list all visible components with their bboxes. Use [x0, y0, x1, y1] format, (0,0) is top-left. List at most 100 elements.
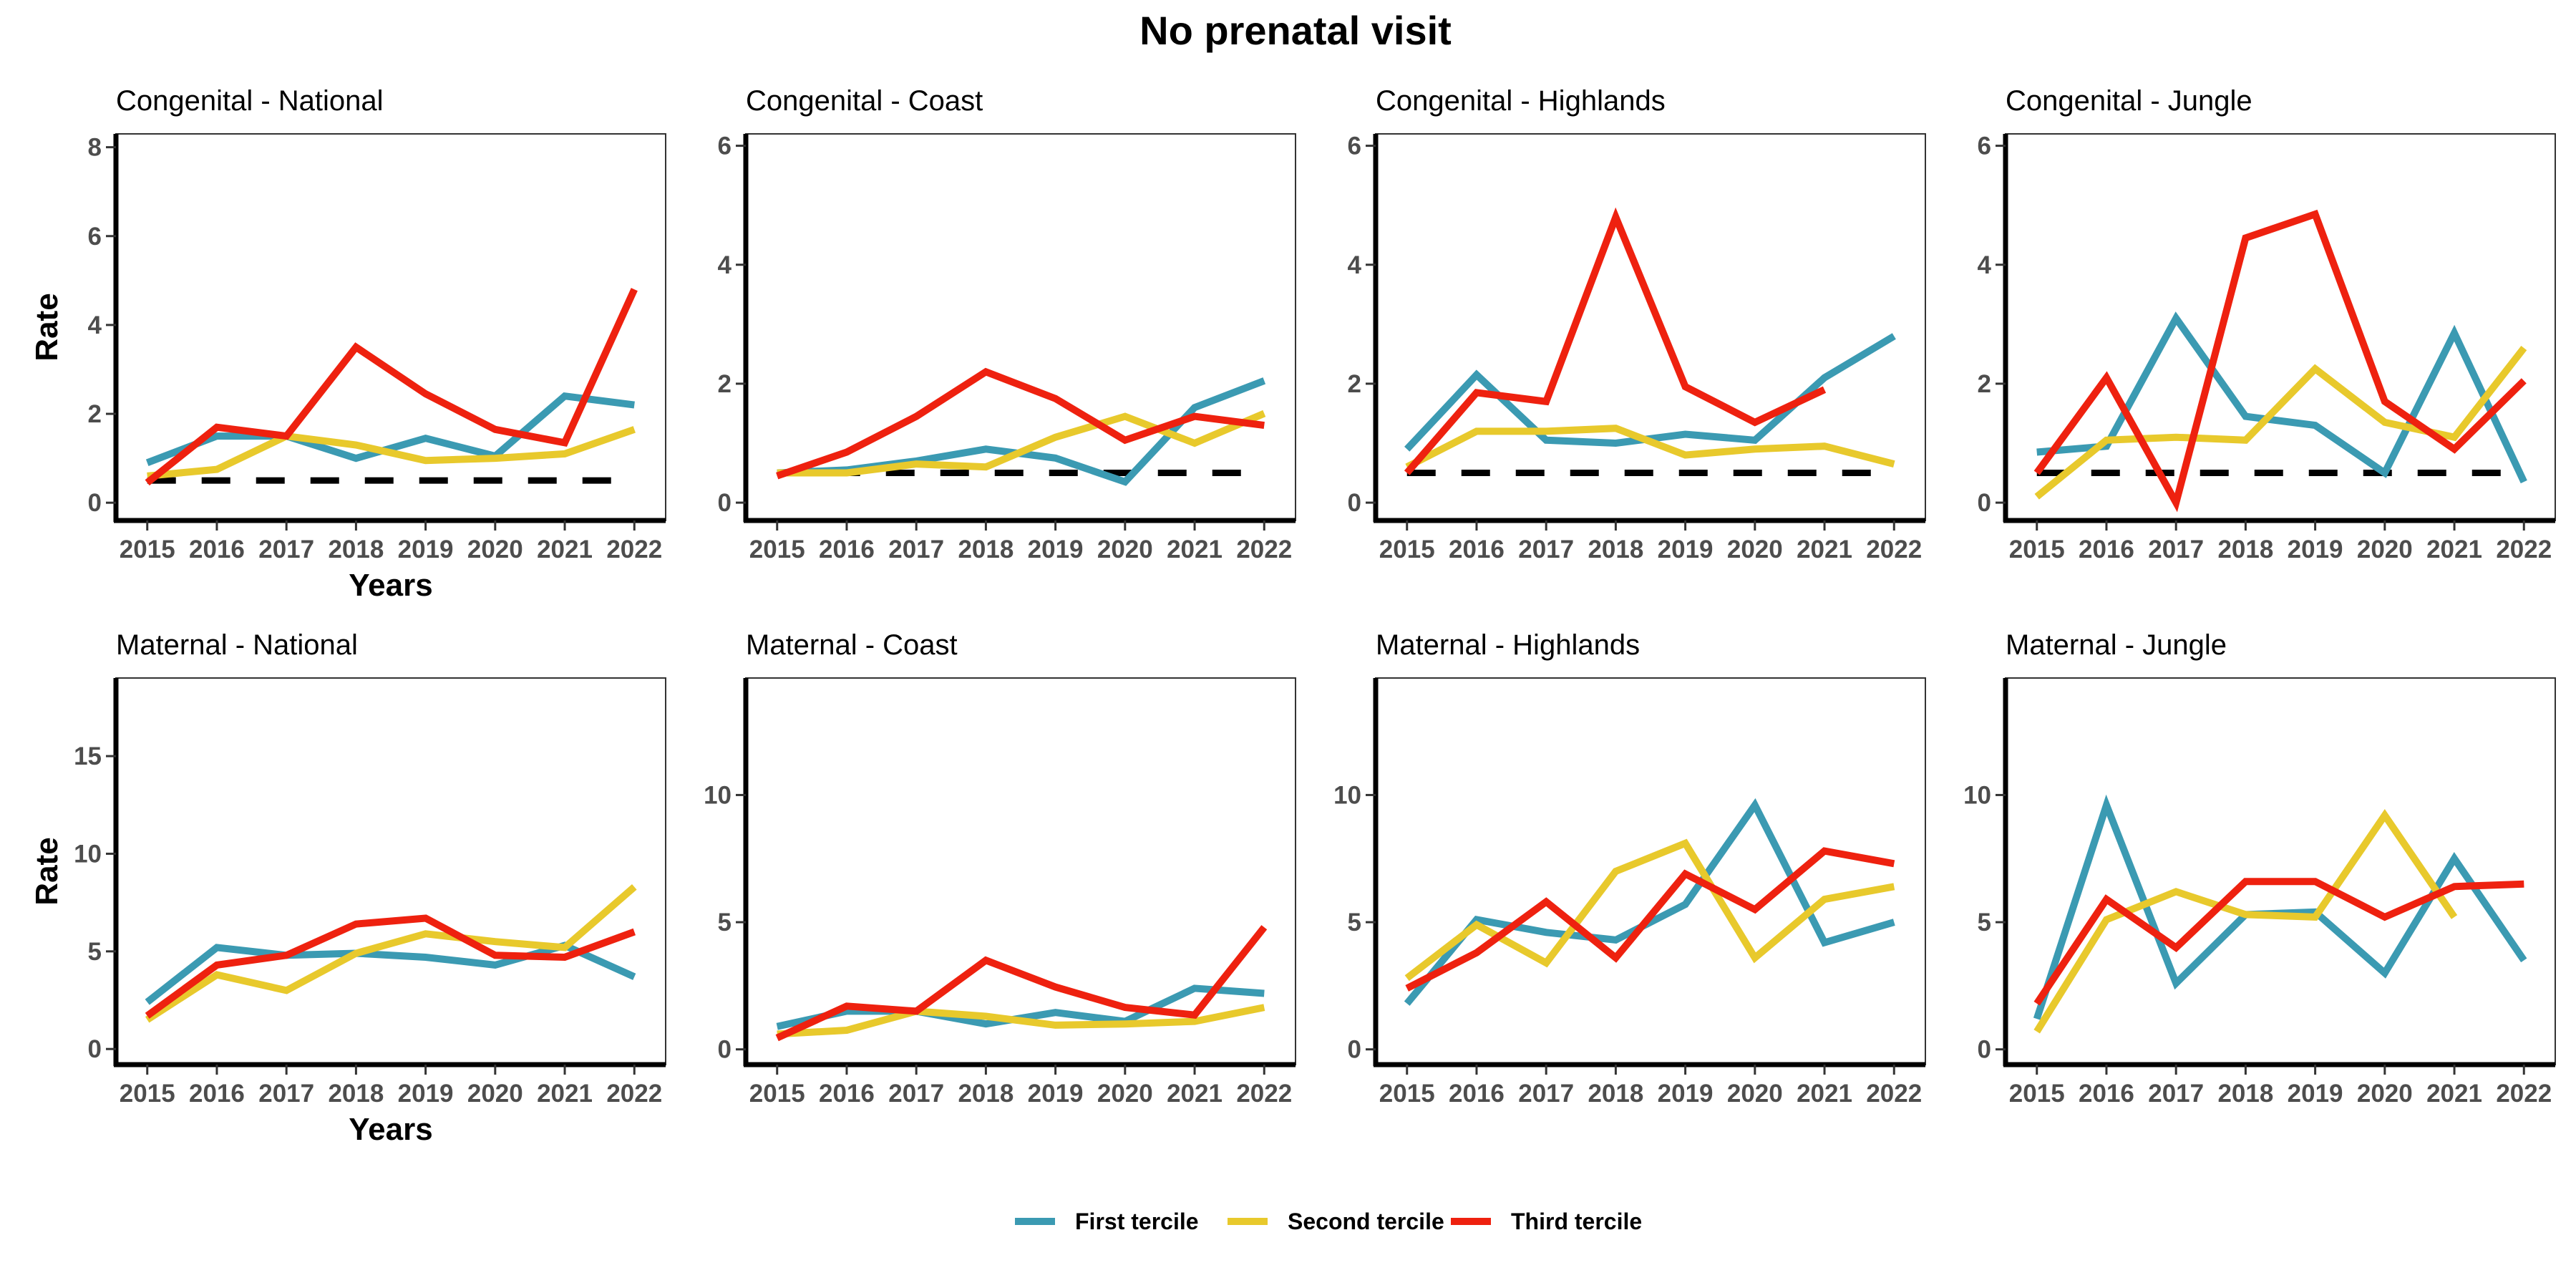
x-tick-label: 2021	[537, 536, 593, 563]
y-tick-label: 6	[88, 223, 102, 251]
y-tick-label: 0	[88, 489, 102, 517]
series-line-third-tercile	[145, 288, 638, 486]
series-line-third-tercile	[1405, 847, 1895, 992]
x-tick-label: 2015	[1379, 1080, 1435, 1108]
x-tick-label: 2021	[2426, 536, 2482, 563]
panel-maternal-jungle: Maternal - Jungle 0 5 10 2015 2016 2017 2018 201…	[1963, 629, 2556, 1108]
x-tick-label: 2017	[258, 536, 314, 563]
x-tick-label: 2016	[819, 1080, 875, 1108]
x-tick-label: 2019	[398, 1080, 454, 1108]
x-tick-label: 2020	[2357, 1080, 2413, 1108]
x-tick-label: 2022	[1236, 536, 1292, 563]
x-tick-label: 2020	[1097, 1080, 1153, 1108]
plot-frame	[745, 677, 1296, 1065]
x-tick-label: 2018	[1588, 1080, 1643, 1108]
series-line-third-tercile	[145, 914, 636, 1019]
x-tick-label: 2018	[2217, 1080, 2273, 1108]
y-tick-label: 4	[1978, 251, 1992, 279]
legend-label: Second tercile	[1288, 1209, 1444, 1234]
page-title: No prenatal visit	[1139, 8, 1452, 53]
x-tick-label: 2019	[2288, 1080, 2343, 1108]
series-line-first-tercile	[2036, 311, 2527, 484]
x-tick-label: 2022	[606, 536, 662, 563]
panel-maternal-coast: Maternal - Coast 0 5 10 2015 2016 2017 2018 2019…	[704, 629, 1296, 1108]
x-tick-label: 2016	[189, 536, 245, 563]
x-tick-label: 2018	[328, 1080, 384, 1108]
x-tick-label: 2019	[2288, 536, 2343, 563]
series-line-first-tercile	[145, 392, 635, 466]
series-line-second-tercile	[145, 884, 637, 1023]
y-tick-label: 0	[88, 1035, 102, 1063]
x-tick-label: 2022	[2496, 536, 2552, 563]
y-tick-label: 5	[1978, 909, 1991, 936]
y-tick-label: 10	[1963, 781, 1991, 809]
x-axis-title: Years	[349, 568, 432, 603]
series-line-third-tercile	[1404, 207, 1827, 475]
panel-title: Maternal - Coast	[746, 629, 958, 661]
x-tick-label: 2021	[1797, 536, 1852, 563]
series-line-third-tercile	[775, 925, 1268, 1042]
series-line-second-tercile	[2034, 346, 2527, 500]
y-tick-label: 2	[1348, 370, 1361, 398]
x-tick-label: 2017	[1518, 536, 1574, 563]
y-tick-label: 6	[1348, 132, 1361, 160]
y-axis-title: Rate	[29, 837, 64, 905]
panel-title: Maternal - Highlands	[1376, 629, 1640, 661]
x-tick-label: 2020	[1727, 536, 1783, 563]
x-tick-label: 2021	[2426, 1080, 2482, 1108]
y-tick-label: 5	[88, 938, 102, 966]
y-tick-label: 0	[1348, 1036, 1361, 1064]
y-tick-label: 8	[88, 134, 102, 162]
panel-maternal-national: Maternal - National 0 5 10 15 2015 2016 2017 201…	[29, 629, 666, 1147]
plot-frame	[115, 677, 666, 1065]
series-line-first-tercile	[777, 377, 1266, 486]
x-tick-label: 2022	[1866, 536, 1922, 563]
panel-title: Maternal - Jungle	[2006, 629, 2227, 661]
x-tick-label: 2021	[1167, 536, 1223, 563]
series-line-second-tercile	[147, 426, 636, 480]
x-tick-label: 2018	[328, 536, 384, 563]
legend-label: First tercile	[1075, 1209, 1199, 1234]
x-tick-label: 2019	[1028, 536, 1084, 563]
series-line-second-tercile	[1405, 425, 1895, 470]
x-tick-label: 2021	[1167, 1080, 1223, 1108]
x-tick-label: 2016	[819, 536, 875, 563]
series-line-second-tercile	[777, 1004, 1265, 1038]
x-tick-label: 2017	[2148, 1080, 2204, 1108]
series-line-third-tercile	[2033, 878, 2524, 1006]
x-tick-label: 2016	[2079, 536, 2134, 563]
y-tick-label: 2	[1978, 370, 1991, 398]
x-tick-label: 2020	[1727, 1080, 1783, 1108]
x-tick-label: 2022	[606, 1080, 662, 1108]
y-tick-label: 2	[88, 400, 102, 428]
panel-congenital-national: Congenital - National 0 2 4 6 8 2015 2016 2017 20…	[29, 85, 666, 603]
legend-item-third-tercile: Third tercile	[1451, 1209, 1642, 1234]
legend-item-second-tercile: Second tercile	[1228, 1209, 1444, 1234]
x-tick-label: 2020	[1097, 536, 1153, 563]
legend: First tercile Second tercile Third tercile	[1015, 1209, 1642, 1234]
x-tick-label: 2015	[120, 1080, 175, 1108]
panel-title: Congenital - Coast	[746, 85, 983, 117]
x-tick-label: 2018	[1588, 536, 1643, 563]
y-tick-label: 15	[74, 742, 102, 770]
panel-congenital-highlands: Congenital - Highlands 0 2 4 6 2015 2016 2017 20…	[1348, 85, 1926, 563]
plot-frame	[115, 133, 666, 521]
x-tick-label: 2020	[2357, 536, 2413, 563]
y-tick-label: 2	[718, 370, 732, 398]
x-tick-label: 2015	[120, 536, 175, 563]
legend-label: Third tercile	[1511, 1209, 1642, 1234]
series-line-third-tercile	[776, 367, 1265, 480]
y-tick-label: 4	[88, 311, 102, 339]
plot-frame	[1375, 677, 1926, 1065]
y-tick-label: 0	[718, 1036, 732, 1064]
y-tick-label: 6	[1978, 132, 1991, 160]
x-tick-label: 2017	[888, 536, 944, 563]
x-tick-label: 2020	[467, 1080, 523, 1108]
x-tick-label: 2015	[2009, 536, 2065, 563]
x-tick-label: 2018	[958, 1080, 1014, 1108]
x-tick-label: 2017	[258, 1080, 314, 1108]
x-tick-label: 2021	[537, 1080, 593, 1108]
plot-frame	[1375, 133, 1926, 521]
x-tick-label: 2016	[1449, 536, 1505, 563]
plot-frame	[745, 133, 1296, 521]
